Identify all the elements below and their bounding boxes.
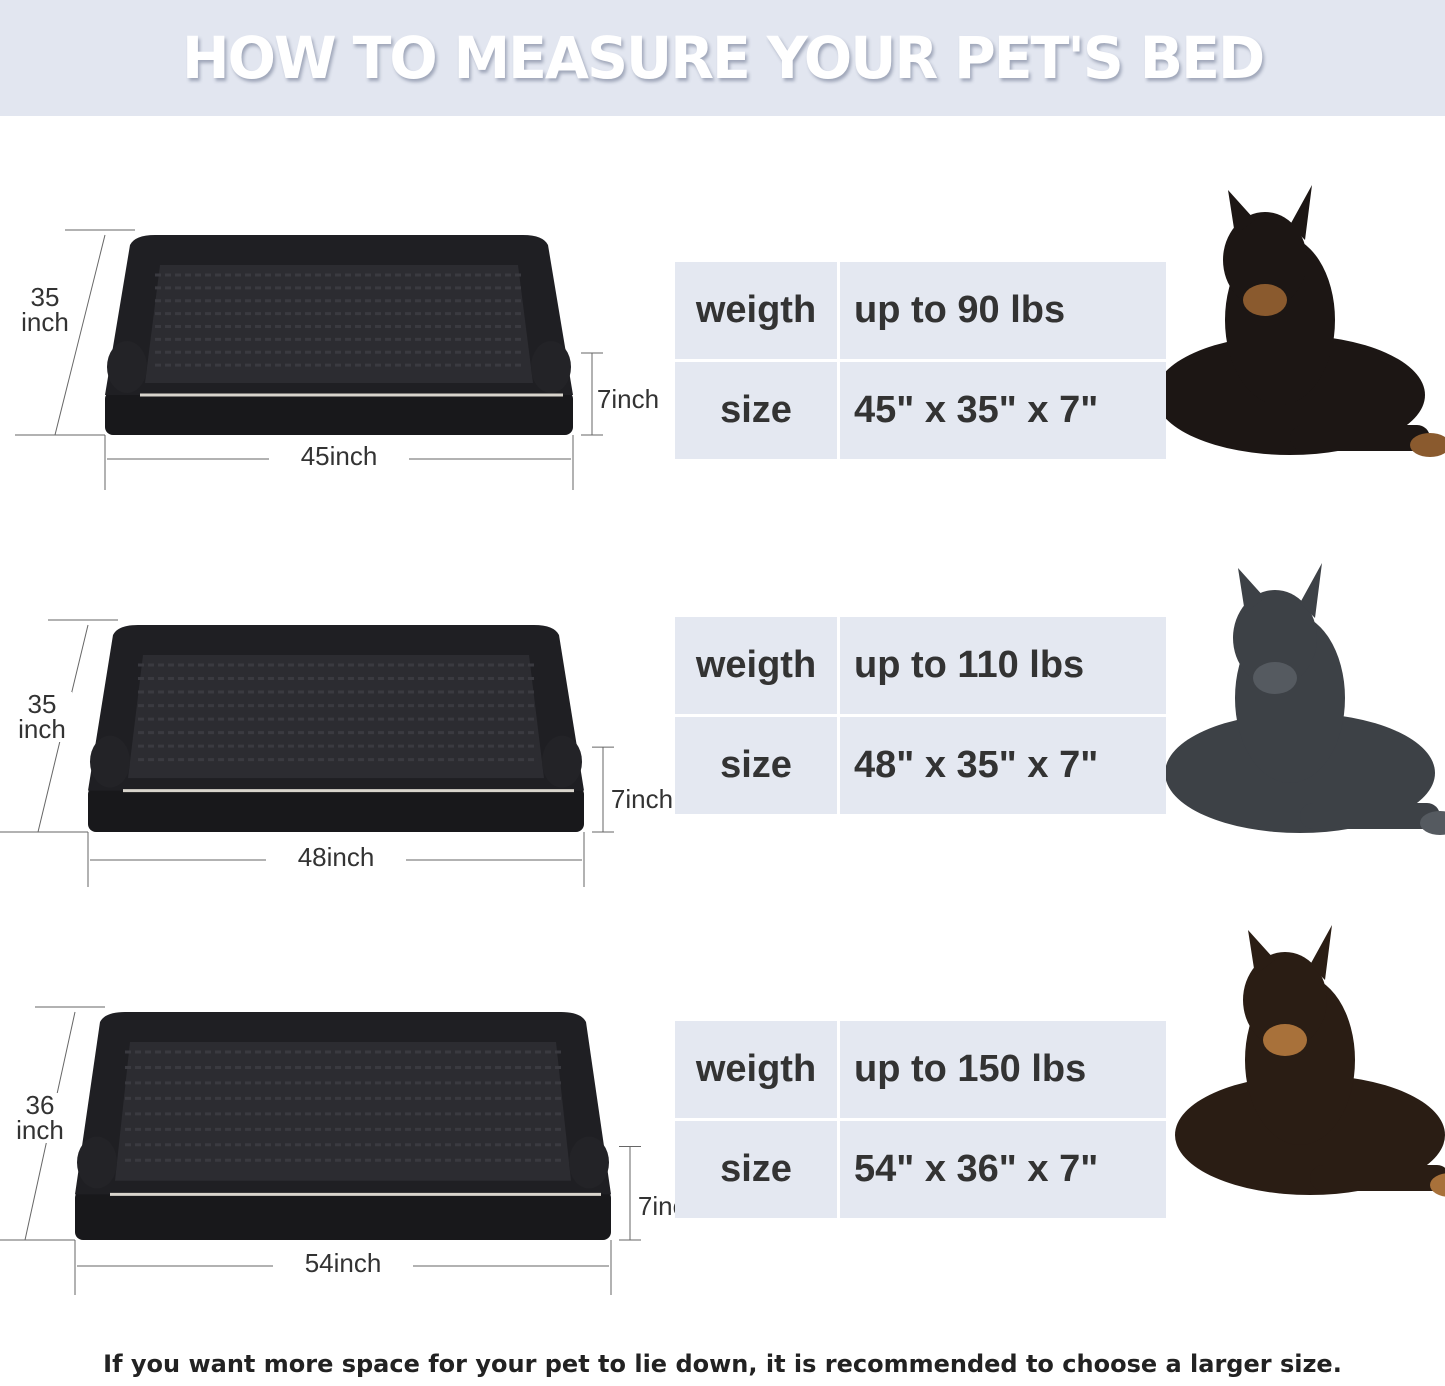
depth-label-line: 35 xyxy=(30,282,60,312)
dog-muzzle xyxy=(1243,284,1287,316)
dog-front-legs xyxy=(1310,1165,1445,1191)
page-title: HOW TO MEASURE YOUR PET'S BED xyxy=(181,24,1265,92)
dog-front-legs xyxy=(1290,425,1430,451)
spec-value: up to 110 lbs xyxy=(840,617,1166,714)
bed-base xyxy=(88,786,584,832)
depth-label-line: inch xyxy=(21,307,69,337)
spec-label: size xyxy=(675,1121,837,1218)
spec-value: up to 90 lbs xyxy=(840,262,1166,359)
bed-1 xyxy=(15,229,603,490)
dog-muzzle xyxy=(1263,1024,1307,1056)
bed-base xyxy=(105,391,573,435)
depth-label-line: 36 xyxy=(25,1090,55,1120)
bed-cushion xyxy=(115,1042,571,1181)
dog-ears xyxy=(1248,925,1332,980)
bed-2 xyxy=(0,619,614,887)
depth-label-line: 35 xyxy=(27,689,57,719)
bolster-roll-right xyxy=(531,341,571,393)
height-label: 7inch xyxy=(596,384,660,414)
footer-note: If you want more space for your pet to l… xyxy=(103,1350,1342,1378)
depth-label: 35 inch xyxy=(15,282,75,337)
depth-dimension-line xyxy=(54,234,106,436)
spec-value: 45" x 35" x 7" xyxy=(840,362,1166,459)
bolster-roll-left xyxy=(77,1136,117,1189)
height-label: 7inch xyxy=(610,784,674,814)
width-label: 54inch xyxy=(273,1250,413,1276)
bed-base xyxy=(75,1189,611,1240)
depth-label: 36 inch xyxy=(10,1090,70,1145)
spec-label: weigth xyxy=(675,617,837,714)
dog-great-dane-image xyxy=(1165,563,1445,835)
width-label: 48inch xyxy=(266,844,406,870)
dog-ears xyxy=(1238,563,1322,618)
dog-front-legs xyxy=(1300,803,1440,829)
dog-paw xyxy=(1420,811,1445,835)
spec-label: weigth xyxy=(675,262,837,359)
dog-paw xyxy=(1410,433,1445,457)
header-banner: HOW TO MEASURE YOUR PET'S BED xyxy=(0,0,1445,116)
dog-head xyxy=(1233,590,1317,686)
bed-3 xyxy=(0,1006,641,1295)
dog-german-shepherd-image xyxy=(1175,925,1445,1197)
spec-label: size xyxy=(675,362,837,459)
dog-head xyxy=(1243,952,1327,1048)
bolster-roll-left xyxy=(107,341,147,393)
dog-ears xyxy=(1228,185,1312,240)
spec-label: size xyxy=(675,717,837,814)
spec-label: weigth xyxy=(675,1021,837,1118)
width-label: 45inch xyxy=(269,443,409,469)
depth-label-line: inch xyxy=(18,714,66,744)
spec-value: 48" x 35" x 7" xyxy=(840,717,1166,814)
dog-doberman-image xyxy=(1155,185,1445,457)
spec-value: up to 150 lbs xyxy=(840,1021,1166,1118)
dog-muzzle xyxy=(1253,662,1297,694)
dog-paw xyxy=(1430,1173,1445,1197)
depth-label: 35 inch xyxy=(12,689,72,744)
bolster-roll-left xyxy=(90,735,130,788)
dog-head xyxy=(1223,212,1307,308)
bolster-roll-right xyxy=(542,735,582,788)
bolster-roll-right xyxy=(569,1136,609,1189)
depth-label-line: inch xyxy=(16,1115,64,1145)
spec-value: 54" x 36" x 7" xyxy=(840,1121,1166,1218)
